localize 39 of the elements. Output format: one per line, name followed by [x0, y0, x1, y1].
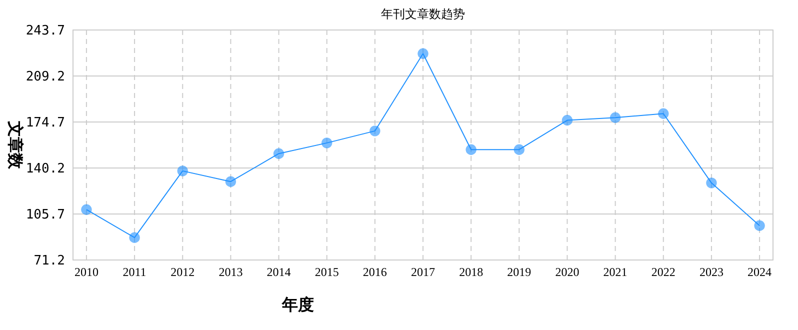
- point: [514, 144, 525, 155]
- x-tick-label: 2015: [314, 265, 339, 279]
- point: [610, 112, 621, 123]
- point: [562, 114, 573, 126]
- x-tick-label: 2023: [699, 265, 724, 279]
- point: [418, 48, 428, 59]
- point: [225, 176, 236, 187]
- point: [321, 138, 332, 148]
- y-tick-label: 209.2: [26, 70, 65, 85]
- y-tick-label: 105.7: [26, 208, 65, 223]
- x-tick-label: 2021: [603, 265, 628, 279]
- point: [177, 166, 188, 176]
- point: [658, 108, 669, 119]
- x-tick-label: 2013: [218, 265, 243, 279]
- x-tick-label: 2012: [170, 265, 195, 279]
- x-tick-label: 2014: [266, 265, 291, 279]
- point: [466, 144, 476, 155]
- point: [754, 220, 765, 231]
- y-tick-label: 140.2: [26, 162, 65, 177]
- point: [370, 126, 380, 136]
- chart-title: 年刊文章数趋势: [381, 7, 465, 21]
- y-axis-title: 文章数: [6, 120, 24, 170]
- y-tick-label: 243.7: [26, 24, 65, 39]
- y-tick-label: 71.2: [34, 254, 65, 269]
- x-axis-title: 年度: [281, 295, 314, 314]
- y-tick-label: 174.7: [26, 116, 65, 131]
- x-tick-label: 2018: [459, 265, 484, 279]
- x-tick-label: 2010: [74, 265, 98, 279]
- x-tick-label: 2011: [122, 265, 146, 279]
- point: [81, 204, 92, 215]
- x-tick-label: 2020: [555, 265, 580, 279]
- point: [273, 148, 284, 159]
- x-tick-label: 2016: [362, 265, 387, 279]
- point: [706, 178, 717, 188]
- x-tick-label: 2019: [507, 265, 532, 279]
- point: [129, 232, 140, 243]
- x-tick-label: 2017: [411, 265, 435, 279]
- x-tick-label: 2022: [651, 265, 676, 279]
- x-tick-label: 2024: [748, 265, 772, 279]
